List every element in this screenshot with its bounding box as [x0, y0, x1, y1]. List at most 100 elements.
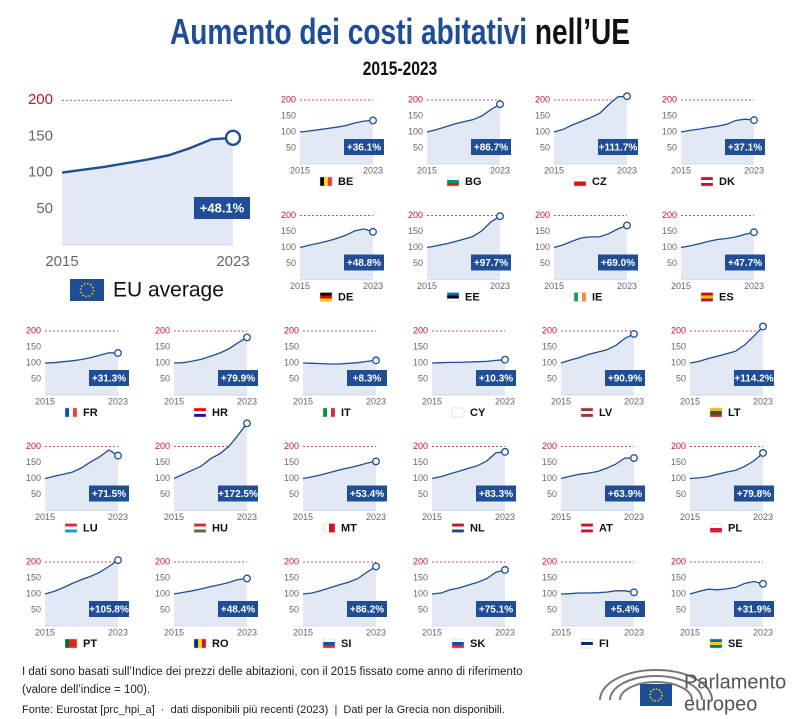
flag-stripe [574, 181, 586, 186]
flag-stripe [73, 408, 77, 417]
y-tick-label: 50 [667, 142, 677, 152]
flag-stripe [452, 408, 464, 411]
country-label: ES [719, 291, 734, 303]
end-marker [623, 92, 631, 101]
y-tick-label: 200 [28, 91, 53, 108]
flag-stripe [701, 180, 713, 183]
area [432, 570, 505, 626]
x-tick-label: 2015 [164, 396, 184, 406]
annotation: +31.9% [737, 605, 771, 616]
annotation-box [89, 370, 129, 386]
area [427, 104, 500, 164]
y-tick-label: 100 [26, 588, 41, 598]
flag-stripe [452, 526, 464, 530]
x-tick-label: 2015 [671, 165, 691, 175]
flag-stripe [324, 177, 328, 186]
flag-stripe [581, 414, 593, 417]
line [426, 215, 501, 249]
annotation-box [605, 370, 645, 386]
annotation: +36.1% [347, 143, 381, 154]
country-label: IT [341, 407, 351, 419]
country-label: AT [599, 522, 613, 534]
x-tick-label: 2015 [290, 281, 310, 291]
flag-stripe [323, 639, 335, 642]
flag-stripe [581, 411, 593, 414]
x-tick-label: 2023 [495, 627, 515, 637]
flag-stripe [581, 529, 593, 533]
area [432, 359, 505, 395]
end-marker [243, 419, 251, 428]
flag-stripe [710, 639, 722, 642]
annotation: +79.8% [737, 489, 771, 500]
y-tick-label: 100 [155, 473, 170, 483]
annotation-box [734, 485, 774, 502]
x-tick-label: 2015 [544, 165, 564, 175]
annotation-box [605, 485, 645, 502]
flag-stripe [331, 408, 335, 417]
y-tick-label: 200 [671, 325, 686, 335]
flag-border [322, 523, 336, 533]
country-label: SK [470, 638, 485, 650]
y-tick-label: 100 [408, 242, 423, 252]
flag-stripe [701, 183, 713, 186]
annotation: +71.5% [92, 489, 126, 500]
flag-stripe [447, 183, 459, 186]
x-tick-label: 2015 [293, 627, 313, 637]
annotation-box [347, 485, 387, 502]
eu-flag [70, 279, 104, 301]
legend-label: EU average [113, 279, 224, 302]
x-tick-label: 2023 [363, 165, 383, 175]
y-tick-label: 50 [540, 142, 550, 152]
end-marker [750, 228, 758, 237]
flag-border [573, 176, 587, 187]
annotation: +83.3% [479, 489, 513, 500]
y-tick-label: 200 [155, 556, 170, 566]
country-label: HR [212, 407, 228, 419]
y-tick-label: 200 [542, 325, 557, 335]
y-tick-label: 50 [667, 258, 677, 268]
flag-stripe [452, 645, 464, 648]
y-tick-label: 200 [155, 441, 170, 451]
annotation-box [725, 139, 765, 155]
y-tick-label: 50 [31, 373, 41, 383]
flag-stripe [323, 408, 327, 417]
flag-border [451, 407, 465, 418]
line [431, 451, 506, 480]
annotation-box [476, 370, 516, 386]
flag-stripe [710, 414, 722, 417]
line [560, 333, 635, 364]
flag-stripe [581, 408, 593, 411]
x-tick-label: 2023 [490, 281, 510, 291]
end-marker [243, 574, 251, 583]
x-tick-label: 2015 [35, 512, 55, 522]
flag-stripe [320, 295, 332, 299]
flag-stripe [194, 529, 206, 533]
y-tick-label: 200 [408, 210, 423, 220]
y-tick-label: 50 [31, 489, 41, 499]
y-tick-label: 100 [408, 126, 423, 136]
country-label: SE [728, 638, 743, 650]
annotation-box [476, 601, 516, 617]
line [426, 103, 501, 133]
annotation: +8.3% [353, 374, 382, 385]
flag-stripe [447, 292, 459, 296]
y-tick-label: 100 [413, 357, 428, 367]
flag-stripe [581, 645, 593, 648]
country-label: HU [212, 522, 228, 534]
annotation: +48.4% [221, 605, 255, 616]
line [431, 359, 506, 364]
country-label: CY [470, 407, 486, 419]
y-tick-label: 50 [31, 604, 41, 614]
flag-stripe [447, 180, 459, 183]
end-marker [114, 556, 122, 565]
logo-text: Parlamento [684, 671, 786, 693]
x-tick-label: 2015 [422, 396, 442, 406]
flag-border [193, 407, 207, 418]
y-tick-label: 150 [155, 572, 170, 582]
end-marker [372, 356, 380, 365]
country-label: FR [83, 407, 98, 419]
x-tick-label: 2023 [753, 627, 773, 637]
annotation-box [471, 139, 511, 155]
footnote: I dati sono basati sull’Indice dei prezz… [22, 666, 523, 678]
